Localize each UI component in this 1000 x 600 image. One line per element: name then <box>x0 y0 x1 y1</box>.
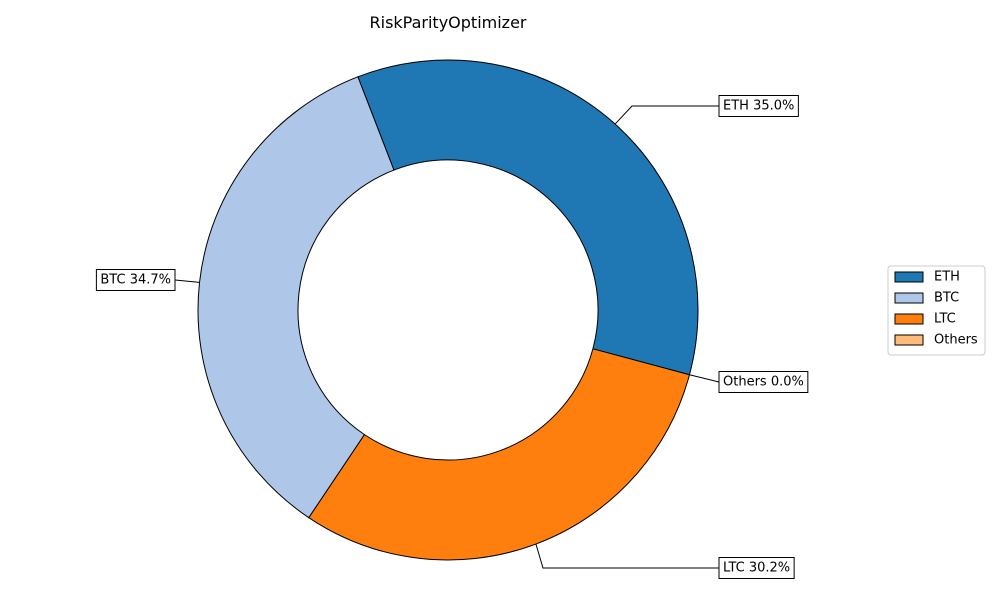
legend-label-btc: BTC <box>934 291 959 306</box>
legend-swatch-ltc <box>894 313 924 325</box>
legend-frame <box>887 265 986 356</box>
legend-label-ltc: LTC <box>934 312 956 327</box>
legend-swatch-eth <box>894 271 924 283</box>
leader-line-btc <box>174 279 200 283</box>
slice-label-others: Others 0.0% <box>723 375 804 390</box>
legend-swatch-btc <box>894 292 924 304</box>
slice-label-eth: ETH 35.0% <box>723 99 794 114</box>
slice-eth <box>357 59 699 376</box>
legend-swatch-others <box>894 334 924 346</box>
slice-ltc <box>308 348 691 561</box>
leader-line-eth <box>614 105 719 125</box>
slice-btc <box>197 76 395 519</box>
chart-title: RiskParityOptimizer <box>370 13 527 32</box>
slice-label-box-ltc <box>718 557 795 579</box>
slice-label-box-others <box>718 371 809 393</box>
slice-label-btc: BTC 34.7% <box>100 273 171 288</box>
legend-label-others: Others <box>934 333 978 348</box>
slice-label-box-btc <box>95 269 176 291</box>
labels-group: ETH 35.0% BTC 34.7% LTC 30.2% Others 0.0% <box>95 95 809 579</box>
legend-label-eth: ETH <box>934 270 960 285</box>
leader-line-ltc <box>535 543 719 569</box>
leader-line-others <box>689 374 720 383</box>
legend: ETH BTC LTC Others <box>887 265 986 356</box>
slice-label-ltc: LTC 30.2% <box>723 561 790 576</box>
slice-label-box-eth <box>718 95 799 117</box>
slices-group <box>197 59 699 561</box>
